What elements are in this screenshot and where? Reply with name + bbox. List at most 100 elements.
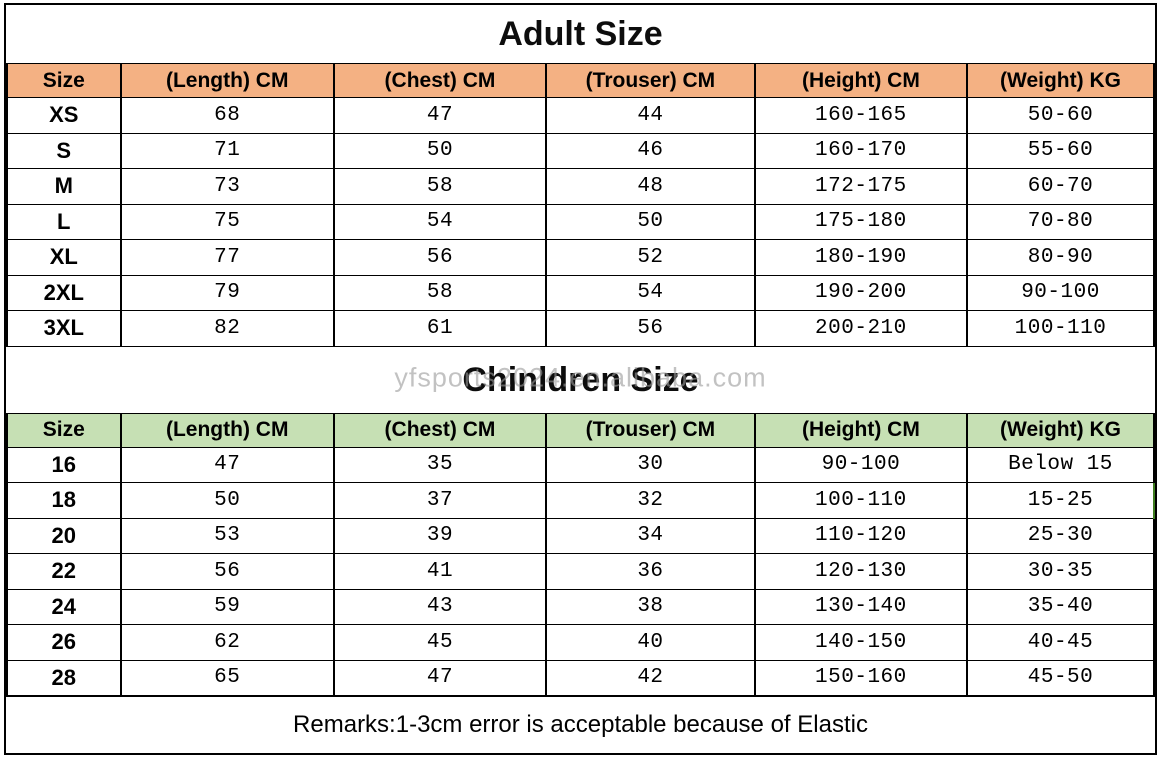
children-header-size: Size bbox=[6, 412, 122, 448]
adult-size-title-text: Adult Size bbox=[498, 15, 663, 53]
value-cell: 90-100 bbox=[966, 274, 1155, 311]
children-header-trouser: (Trouser) CM bbox=[545, 412, 756, 448]
children-table-header: Size (Length) CM (Chest) CM (Trouser) CM… bbox=[6, 412, 1155, 448]
table-row: 16 47 35 30 90-100 Below 15 bbox=[6, 446, 1155, 483]
size-chart-sheet: Adult Size Size (Length) CM (Chest) CM (… bbox=[4, 3, 1157, 755]
value-cell: 62 bbox=[119, 624, 335, 661]
value-cell: 47 bbox=[119, 446, 335, 483]
value-cell: 38 bbox=[545, 588, 756, 625]
table-row: 3XL 82 61 56 200-210 100-110 bbox=[6, 310, 1155, 347]
value-cell: 50 bbox=[545, 203, 756, 240]
value-cell: 70-80 bbox=[966, 203, 1155, 240]
table-row: 24 59 43 38 130-140 35-40 bbox=[6, 588, 1155, 625]
adult-header-chest: (Chest) CM bbox=[332, 63, 548, 98]
value-cell: 25-30 bbox=[966, 517, 1155, 554]
table-row: 26 62 45 40 140-150 40-45 bbox=[6, 624, 1155, 661]
table-row: M 73 58 48 172-175 60-70 bbox=[6, 168, 1155, 205]
value-cell: 45-50 bbox=[966, 659, 1155, 696]
value-cell: 82 bbox=[119, 310, 335, 347]
size-label-cell: 20 bbox=[6, 517, 122, 554]
children-header-chest: (Chest) CM bbox=[332, 412, 548, 448]
adult-header-trouser: (Trouser) CM bbox=[545, 63, 756, 98]
value-cell: 43 bbox=[332, 588, 548, 625]
value-cell: 54 bbox=[332, 203, 548, 240]
value-cell: 34 bbox=[545, 517, 756, 554]
value-cell: 56 bbox=[332, 239, 548, 276]
value-cell: 150-160 bbox=[753, 659, 969, 696]
size-label-cell: 2XL bbox=[6, 274, 122, 311]
value-cell: 77 bbox=[119, 239, 335, 276]
value-cell: 44 bbox=[545, 97, 756, 134]
size-label-cell: XL bbox=[6, 239, 122, 276]
value-cell: 90-100 bbox=[753, 446, 969, 483]
value-cell: 120-130 bbox=[753, 553, 969, 590]
value-cell: Below 15 bbox=[966, 446, 1155, 483]
value-cell: 35 bbox=[332, 446, 548, 483]
children-header-length: (Length) CM bbox=[119, 412, 335, 448]
value-cell: 30-35 bbox=[966, 553, 1155, 590]
value-cell: 32 bbox=[545, 482, 756, 519]
value-cell: 35-40 bbox=[966, 588, 1155, 625]
value-cell: 175-180 bbox=[753, 203, 969, 240]
adult-header-length: (Length) CM bbox=[119, 63, 335, 98]
value-cell: 75 bbox=[119, 203, 335, 240]
value-cell: 15-25 bbox=[966, 482, 1155, 519]
value-cell: 140-150 bbox=[753, 624, 969, 661]
value-cell: 100-110 bbox=[753, 482, 969, 519]
value-cell: 160-170 bbox=[753, 132, 969, 169]
children-header-height: (Height) CM bbox=[753, 412, 969, 448]
value-cell: 110-120 bbox=[753, 517, 969, 554]
value-cell: 60-70 bbox=[966, 168, 1155, 205]
table-row: L 75 54 50 175-180 70-80 bbox=[6, 203, 1155, 240]
adult-header-height: (Height) CM bbox=[753, 63, 969, 98]
size-label-cell: 26 bbox=[6, 624, 122, 661]
value-cell: 47 bbox=[332, 659, 548, 696]
value-cell: 100-110 bbox=[966, 310, 1155, 347]
size-label-cell: L bbox=[6, 203, 122, 240]
value-cell: 55-60 bbox=[966, 132, 1155, 169]
value-cell: 172-175 bbox=[753, 168, 969, 205]
value-cell: 61 bbox=[332, 310, 548, 347]
value-cell: 68 bbox=[119, 97, 335, 134]
value-cell: 46 bbox=[545, 132, 756, 169]
value-cell: 200-210 bbox=[753, 310, 969, 347]
size-label-cell: 16 bbox=[6, 446, 122, 483]
value-cell: 56 bbox=[545, 310, 756, 347]
value-cell: 48 bbox=[545, 168, 756, 205]
value-cell: 73 bbox=[119, 168, 335, 205]
size-label-cell: M bbox=[6, 168, 122, 205]
value-cell: 58 bbox=[332, 168, 548, 205]
children-size-title-row: Chinldren Size yfsports2024.en.alibaba.c… bbox=[6, 347, 1155, 413]
value-cell: 53 bbox=[119, 517, 335, 554]
value-cell: 52 bbox=[545, 239, 756, 276]
value-cell: 56 bbox=[119, 553, 335, 590]
value-cell: 45 bbox=[332, 624, 548, 661]
value-cell: 65 bbox=[119, 659, 335, 696]
value-cell: 50 bbox=[332, 132, 548, 169]
value-cell: 37 bbox=[332, 482, 548, 519]
value-cell: 30 bbox=[545, 446, 756, 483]
value-cell: 42 bbox=[545, 659, 756, 696]
children-table-body: 16 47 35 30 90-100 Below 15 18 50 37 32 100-110 15-… bbox=[6, 446, 1155, 696]
value-cell: 40 bbox=[545, 624, 756, 661]
adult-header-size: Size bbox=[6, 63, 122, 98]
children-header-weight: (Weight) KG bbox=[966, 412, 1155, 448]
value-cell: 80-90 bbox=[966, 239, 1155, 276]
value-cell: 36 bbox=[545, 553, 756, 590]
size-label-cell: 22 bbox=[6, 553, 122, 590]
adult-header-row: Size (Length) CM (Chest) CM (Trouser) CM… bbox=[6, 63, 1155, 98]
table-row: XS 68 47 44 160-165 50-60 bbox=[6, 97, 1155, 134]
children-size-table: Size (Length) CM (Chest) CM (Trouser) CM… bbox=[6, 412, 1155, 697]
size-label-cell: 18 bbox=[6, 482, 122, 519]
size-label-cell: S bbox=[6, 132, 122, 169]
value-cell: 79 bbox=[119, 274, 335, 311]
value-cell: 58 bbox=[332, 274, 548, 311]
value-cell: 50 bbox=[119, 482, 335, 519]
size-label-cell: 28 bbox=[6, 659, 122, 696]
table-row: S 71 50 46 160-170 55-60 bbox=[6, 132, 1155, 169]
value-cell: 130-140 bbox=[753, 588, 969, 625]
table-row: 2XL 79 58 54 190-200 90-100 bbox=[6, 274, 1155, 311]
table-row: 22 56 41 36 120-130 30-35 bbox=[6, 553, 1155, 590]
adult-header-weight: (Weight) KG bbox=[966, 63, 1155, 98]
size-label-cell: 24 bbox=[6, 588, 122, 625]
